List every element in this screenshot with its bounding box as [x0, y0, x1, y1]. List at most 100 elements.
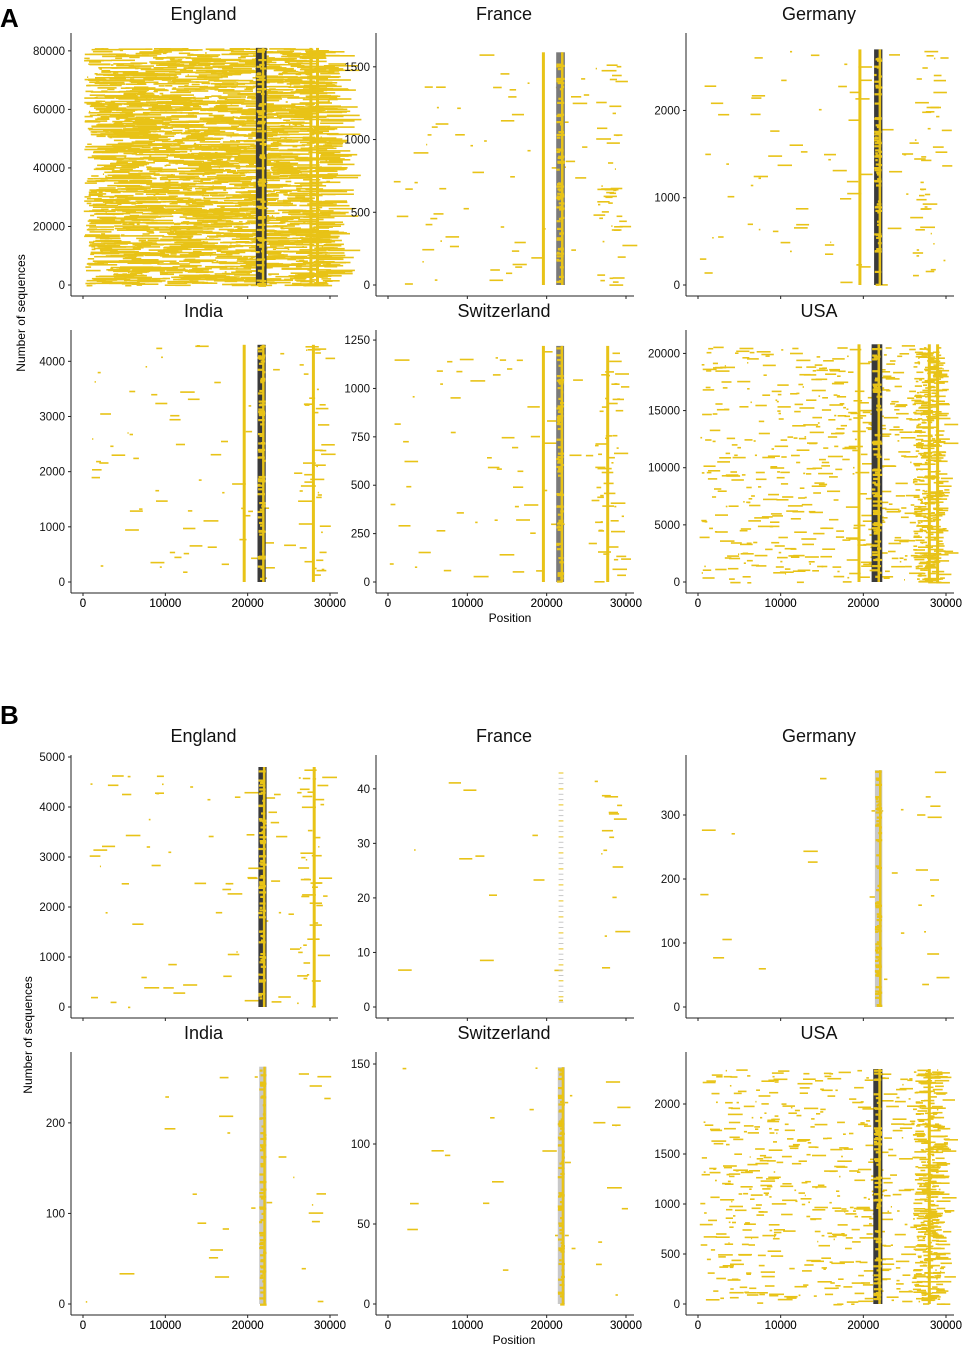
mutation-mark: [747, 388, 750, 390]
spike-mutation-mark: [259, 533, 263, 536]
mutation-mark: [220, 102, 245, 104]
mutation-mark: [836, 427, 839, 430]
mutation-mark: [158, 85, 165, 87]
mutation-mark: [616, 555, 627, 558]
mutation-mark: [187, 74, 189, 76]
mutation-mark: [138, 150, 143, 153]
mutation-mark: [184, 258, 196, 261]
mutation-mark: [852, 449, 859, 452]
mutation-mark: [142, 219, 173, 222]
mutation-mark: [909, 142, 919, 144]
mutation-mark: [595, 67, 597, 70]
mutation-mark: [802, 386, 804, 388]
mutation-mark: [211, 145, 221, 148]
mutation-mark: [165, 103, 192, 105]
mutation-mark: [148, 818, 151, 821]
mutation-mark: [320, 122, 344, 124]
spike-mutation-mark: [256, 258, 262, 261]
mutation-mark: [125, 284, 132, 287]
mutation-mark: [328, 69, 360, 72]
spike-mutation-mark: [875, 575, 879, 578]
y-tick-label: 40: [357, 784, 370, 796]
mutation-mark: [329, 160, 343, 162]
mutation-mark: [887, 227, 902, 230]
mutation-mark: [163, 127, 173, 129]
mutation-mark: [790, 250, 792, 253]
mutation-mark: [935, 414, 948, 417]
mutation-mark: [834, 414, 837, 417]
mutation-mark: [842, 539, 851, 541]
mutation-mark: [614, 505, 617, 508]
mutation-mark: [145, 48, 152, 50]
mutation-mark: [219, 268, 252, 270]
mutation-mark: [837, 395, 840, 397]
mutation-mark: [886, 363, 896, 365]
spike-deletion-mark: [558, 964, 564, 966]
mutation-mark: [933, 74, 942, 77]
mutation-mark: [197, 219, 204, 222]
mutation-mark: [167, 280, 189, 283]
mutation-mark: [319, 222, 336, 224]
spike-mutation-mark: [258, 992, 266, 996]
mutation-mark: [146, 168, 177, 171]
mutation-mark: [151, 221, 155, 224]
mutation-mark: [219, 143, 255, 145]
mutation-mark: [916, 443, 924, 445]
mutation-mark: [913, 274, 919, 277]
mutation-mark: [918, 575, 922, 577]
mutation-mark: [827, 436, 838, 438]
mutation-mark: [801, 503, 813, 506]
spike-mutation-mark: [557, 513, 561, 516]
mutation-mark: [113, 102, 116, 104]
mutation-mark: [225, 169, 231, 171]
mutation-mark: [218, 97, 228, 100]
spike-mutation-mark: [259, 1297, 266, 1300]
mutation-mark: [530, 532, 536, 534]
mutation-mark: [115, 97, 139, 99]
mutation-mark: [159, 92, 164, 95]
mutation-mark: [181, 221, 209, 224]
mutation-mark: [493, 86, 502, 89]
mutation-mark: [168, 180, 171, 182]
mutation-mark: [256, 265, 290, 268]
mutation-mark: [776, 499, 789, 501]
mutation-mark: [473, 575, 489, 578]
mutation-mark: [847, 355, 849, 358]
mutation-mark: [720, 540, 735, 542]
mutation-mark: [614, 168, 616, 170]
mutation-mark: [914, 483, 930, 486]
mutation-mark: [750, 401, 752, 404]
spike-mutation-mark: [875, 930, 879, 933]
mutation-mark: [323, 895, 328, 897]
mutation-mark: [877, 517, 888, 519]
mutation-mark: [317, 79, 351, 81]
mutation-mark: [940, 577, 945, 579]
mutation-mark: [450, 431, 456, 434]
mutation-mark: [857, 544, 867, 546]
mutation-mark: [160, 238, 182, 241]
mutation-mark: [796, 449, 810, 451]
mutation-mark: [209, 49, 234, 52]
spike-mutation-mark: [876, 66, 880, 69]
mutation-mark: [930, 268, 936, 271]
mutation-mark: [258, 164, 292, 166]
spike-mutation-mark: [875, 84, 879, 87]
mutation-mark: [180, 212, 194, 215]
mutation-mark: [198, 479, 202, 481]
mutation-mark: [203, 60, 226, 63]
mutation-mark: [912, 481, 915, 484]
mutation-mark: [775, 566, 784, 568]
spike-mutation-mark: [260, 895, 264, 898]
spike-deletion-mark: [558, 921, 564, 923]
mutation-mark: [904, 579, 905, 581]
mutation-mark: [922, 203, 938, 205]
mutation-mark: [249, 163, 253, 166]
mutation-mark: [830, 241, 832, 244]
mutation-mark: [130, 65, 141, 67]
y-tick-label: 10: [357, 947, 370, 959]
mutation-mark: [228, 107, 239, 110]
y-tick-label: 3000: [39, 411, 65, 423]
mutation-mark: [598, 203, 601, 206]
mutation-mark: [885, 347, 892, 349]
